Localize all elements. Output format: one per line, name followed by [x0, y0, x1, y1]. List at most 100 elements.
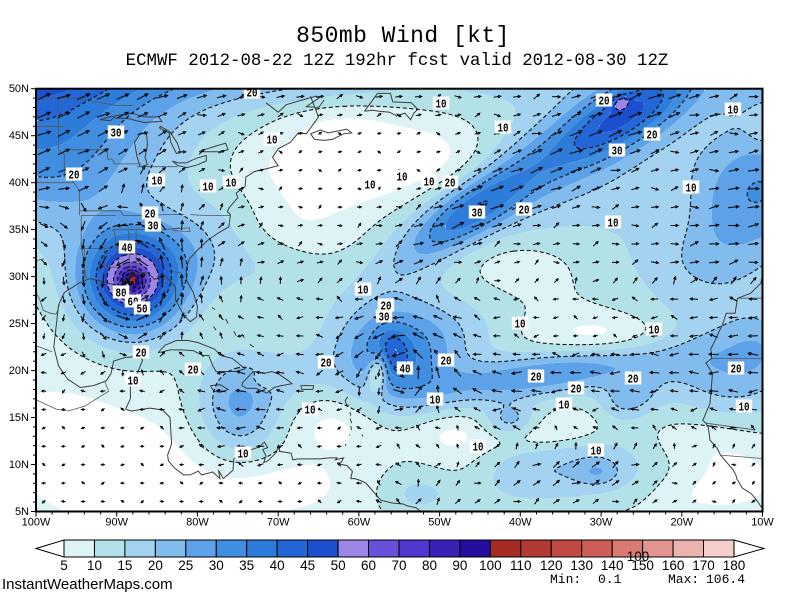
- svg-text:20: 20: [148, 558, 163, 573]
- svg-text:10: 10: [649, 324, 660, 338]
- svg-text:20: 20: [571, 383, 582, 397]
- svg-text:150: 150: [631, 558, 654, 573]
- svg-text:100: 100: [479, 558, 502, 573]
- svg-text:10: 10: [498, 122, 509, 136]
- svg-text:850mb Wind [kt]: 850mb Wind [kt]: [296, 23, 510, 49]
- svg-text:20: 20: [599, 95, 610, 109]
- svg-text:10: 10: [473, 441, 484, 455]
- svg-text:20: 20: [519, 204, 530, 218]
- svg-text:60: 60: [128, 296, 139, 310]
- svg-text:80: 80: [422, 558, 437, 573]
- svg-text:30: 30: [148, 220, 159, 234]
- svg-text:InstantWeatherMaps.com: InstantWeatherMaps.com: [2, 576, 173, 593]
- svg-text:50W: 50W: [428, 517, 451, 529]
- svg-text:30N: 30N: [9, 271, 29, 283]
- svg-text:40: 40: [400, 363, 411, 377]
- svg-text:110: 110: [510, 558, 532, 573]
- svg-text:20N: 20N: [9, 365, 29, 377]
- svg-text:80: 80: [116, 287, 127, 301]
- svg-text:40W: 40W: [509, 517, 532, 529]
- svg-text:Min:: Min:: [550, 572, 581, 587]
- svg-text:20: 20: [628, 373, 639, 387]
- svg-text:10: 10: [267, 134, 278, 148]
- svg-text:10: 10: [515, 318, 526, 332]
- svg-text:180: 180: [723, 558, 746, 573]
- svg-text:20: 20: [145, 208, 156, 222]
- svg-text:15: 15: [117, 558, 132, 573]
- svg-text:50: 50: [137, 303, 148, 317]
- svg-text:10: 10: [430, 394, 441, 408]
- svg-text:10: 10: [591, 445, 602, 459]
- svg-text:20: 20: [69, 169, 80, 183]
- svg-text:20: 20: [247, 87, 258, 101]
- svg-text:20: 20: [445, 177, 456, 191]
- svg-text:100W: 100W: [22, 517, 51, 529]
- svg-text:20: 20: [321, 357, 332, 371]
- svg-text:90W: 90W: [105, 517, 128, 529]
- svg-text:20: 20: [188, 364, 199, 378]
- svg-text:106.4: 106.4: [706, 572, 745, 587]
- svg-text:70: 70: [391, 558, 406, 573]
- svg-text:10: 10: [424, 176, 435, 190]
- svg-text:10W: 10W: [751, 517, 774, 529]
- svg-text:160: 160: [662, 558, 685, 573]
- svg-text:0.1: 0.1: [598, 572, 622, 587]
- svg-text:10: 10: [365, 179, 376, 193]
- svg-text:30: 30: [111, 127, 122, 141]
- svg-text:10: 10: [436, 98, 447, 112]
- svg-text:10: 10: [305, 404, 316, 418]
- svg-text:35N: 35N: [9, 224, 29, 236]
- svg-text:15N: 15N: [9, 412, 29, 424]
- svg-text:90: 90: [452, 558, 467, 573]
- svg-text:45N: 45N: [9, 130, 29, 142]
- svg-text:Max:: Max:: [668, 572, 699, 587]
- svg-text:30W: 30W: [590, 517, 613, 529]
- svg-text:10: 10: [608, 217, 619, 231]
- svg-text:120: 120: [540, 558, 563, 573]
- svg-text:45: 45: [300, 558, 315, 573]
- svg-text:10: 10: [152, 175, 163, 189]
- svg-text:10: 10: [87, 558, 102, 573]
- svg-text:50: 50: [331, 558, 346, 573]
- svg-text:10: 10: [226, 177, 237, 191]
- svg-text:35: 35: [239, 558, 254, 573]
- svg-text:70W: 70W: [267, 517, 290, 529]
- svg-text:10: 10: [686, 182, 697, 196]
- svg-text:10: 10: [238, 448, 249, 462]
- svg-text:60W: 60W: [348, 517, 371, 529]
- svg-text:80W: 80W: [186, 517, 209, 529]
- svg-text:20: 20: [647, 129, 658, 143]
- svg-text:20: 20: [441, 355, 452, 369]
- svg-text:100: 100: [627, 549, 650, 564]
- svg-text:10: 10: [739, 401, 750, 415]
- svg-text:10: 10: [128, 375, 139, 389]
- svg-text:10: 10: [203, 181, 214, 195]
- svg-text:140: 140: [601, 558, 624, 573]
- svg-text:50N: 50N: [9, 83, 29, 95]
- svg-text:ECMWF 2012-08-22 12Z 192hr fcs: ECMWF 2012-08-22 12Z 192hr fcst valid 20…: [126, 52, 669, 71]
- svg-text:170: 170: [692, 558, 715, 573]
- svg-text:40: 40: [270, 558, 285, 573]
- svg-text:30: 30: [379, 311, 390, 325]
- svg-text:25: 25: [178, 558, 193, 573]
- svg-text:20W: 20W: [670, 517, 693, 529]
- svg-text:10: 10: [358, 284, 369, 298]
- svg-text:10: 10: [397, 171, 408, 185]
- svg-text:40: 40: [122, 242, 133, 256]
- svg-text:10N: 10N: [9, 459, 29, 471]
- svg-text:5: 5: [60, 558, 68, 573]
- svg-text:10: 10: [728, 104, 739, 118]
- svg-text:60: 60: [361, 558, 376, 573]
- svg-text:130: 130: [570, 558, 593, 573]
- svg-text:25N: 25N: [9, 318, 29, 330]
- svg-text:10: 10: [559, 399, 570, 413]
- svg-text:20: 20: [381, 300, 392, 314]
- svg-text:20: 20: [731, 363, 742, 377]
- svg-text:30: 30: [472, 207, 483, 221]
- svg-text:30: 30: [209, 558, 224, 573]
- svg-text:20: 20: [531, 371, 542, 385]
- svg-text:40N: 40N: [9, 177, 29, 189]
- svg-text:20: 20: [136, 347, 147, 361]
- svg-text:30: 30: [612, 145, 623, 159]
- svg-text:5N: 5N: [15, 506, 29, 518]
